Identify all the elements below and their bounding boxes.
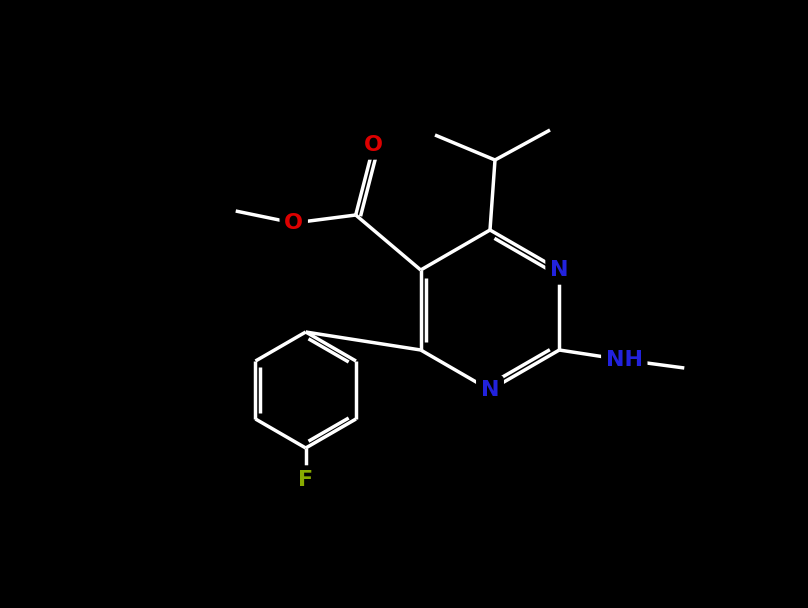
Text: N: N (481, 380, 499, 400)
Text: O: O (284, 213, 303, 233)
Text: F: F (298, 470, 314, 490)
Text: NH: NH (606, 350, 643, 370)
Text: N: N (550, 260, 569, 280)
Text: O: O (364, 135, 383, 155)
